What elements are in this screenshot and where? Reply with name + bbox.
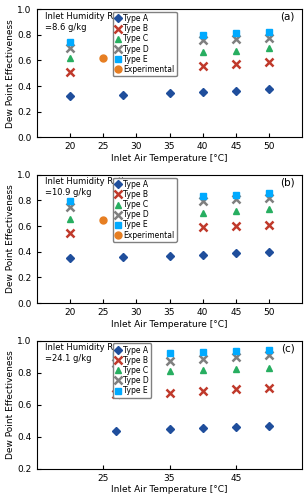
Y-axis label: Dew Point Effectiveness: Dew Point Effectiveness <box>6 184 14 294</box>
Text: Inlet Humidity Ratio
=8.6 g/kg: Inlet Humidity Ratio =8.6 g/kg <box>45 12 128 32</box>
Legend: Type A, Type B, Type C, Type D, Type E, Experimental: Type A, Type B, Type C, Type D, Type E, … <box>112 12 177 76</box>
Text: (c): (c) <box>281 343 294 353</box>
Text: Inlet Humidity Ratio
=10.9 g/kg: Inlet Humidity Ratio =10.9 g/kg <box>45 178 128 198</box>
Y-axis label: Dew Point Effectiveness: Dew Point Effectiveness <box>6 350 14 459</box>
Legend: Type A, Type B, Type C, Type D, Type E: Type A, Type B, Type C, Type D, Type E <box>112 344 151 398</box>
Text: (a): (a) <box>280 12 294 22</box>
Text: Inlet Humidity Ratio
=24.1 g/kg: Inlet Humidity Ratio =24.1 g/kg <box>45 343 128 363</box>
Text: (b): (b) <box>280 178 294 188</box>
Legend: Type A, Type B, Type C, Type D, Type E, Experimental: Type A, Type B, Type C, Type D, Type E, … <box>112 178 177 242</box>
X-axis label: Inlet Air Temperature [°C]: Inlet Air Temperature [°C] <box>111 320 228 328</box>
X-axis label: Inlet Air Temperature [°C]: Inlet Air Temperature [°C] <box>111 486 228 494</box>
Y-axis label: Dew Point Effectiveness: Dew Point Effectiveness <box>6 19 14 128</box>
X-axis label: Inlet Air Temperature [°C]: Inlet Air Temperature [°C] <box>111 154 228 163</box>
